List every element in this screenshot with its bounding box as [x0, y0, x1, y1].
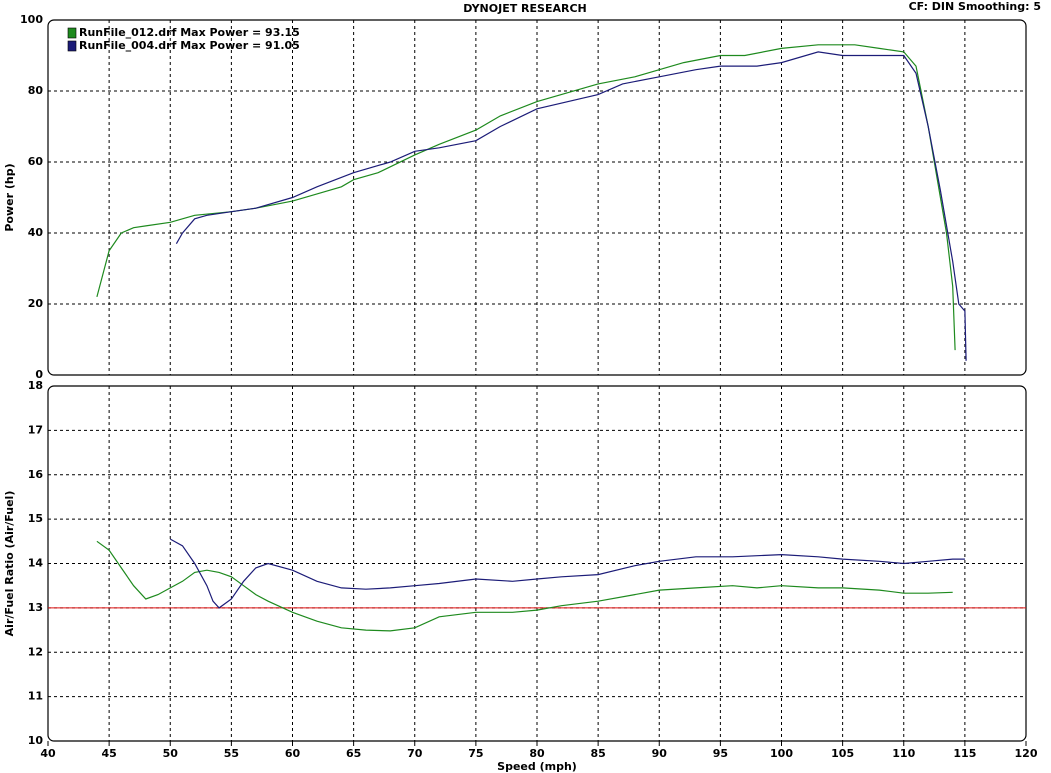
x-tick-label: 40 — [40, 747, 56, 760]
x-tick-label: 95 — [713, 747, 728, 760]
data-line — [170, 538, 965, 609]
x-tick-label: 115 — [953, 747, 976, 760]
data-line — [96, 540, 953, 632]
x-tick-label: 60 — [285, 747, 301, 760]
y-axis-label: Air/Fuel Ratio (Air/Fuel) — [3, 491, 16, 637]
x-axis-label: Speed (mph) — [497, 760, 577, 773]
y-tick-label: 80 — [28, 84, 44, 97]
y-tick-label: 40 — [28, 226, 44, 239]
x-tick-label: 55 — [224, 747, 239, 760]
y-tick-label: 10 — [28, 734, 44, 747]
settings-text: CF: DIN Smoothing: 5 — [909, 0, 1041, 13]
y-tick-label: 15 — [28, 512, 43, 525]
x-tick-label: 70 — [407, 747, 423, 760]
y-tick-label: 14 — [28, 557, 44, 570]
y-tick-label: 100 — [20, 13, 43, 26]
legend-swatch — [67, 40, 77, 52]
x-tick-label: 65 — [346, 747, 361, 760]
y-tick-label: 16 — [28, 468, 44, 481]
legend-swatch — [67, 27, 77, 39]
x-tick-label: 120 — [1015, 747, 1038, 760]
y-axis-label: Power (hp) — [3, 163, 16, 231]
x-tick-label: 90 — [652, 747, 668, 760]
y-tick-label: 11 — [28, 690, 43, 703]
y-tick-label: 18 — [28, 379, 43, 392]
y-tick-label: 13 — [28, 601, 43, 614]
x-tick-label: 85 — [590, 747, 605, 760]
x-tick-label: 75 — [468, 747, 483, 760]
y-tick-label: 20 — [28, 297, 44, 310]
legend-label: RunFile_012.drf Max Power = 93.15 — [79, 26, 300, 39]
y-tick-label: 0 — [35, 368, 43, 381]
legend-label: RunFile_004.drf Max Power = 91.05 — [79, 39, 300, 52]
data-line — [175, 51, 967, 361]
x-tick-label: 110 — [892, 747, 915, 760]
y-tick-label: 17 — [28, 423, 43, 436]
y-tick-label: 60 — [28, 155, 44, 168]
chart-title: DYNOJET RESEARCH — [463, 2, 586, 15]
x-tick-label: 105 — [831, 747, 854, 760]
data-line — [96, 44, 956, 351]
x-tick-label: 80 — [529, 747, 545, 760]
x-tick-label: 100 — [770, 747, 793, 760]
x-tick-label: 50 — [163, 747, 179, 760]
y-tick-label: 12 — [28, 645, 43, 658]
x-tick-label: 45 — [101, 747, 116, 760]
